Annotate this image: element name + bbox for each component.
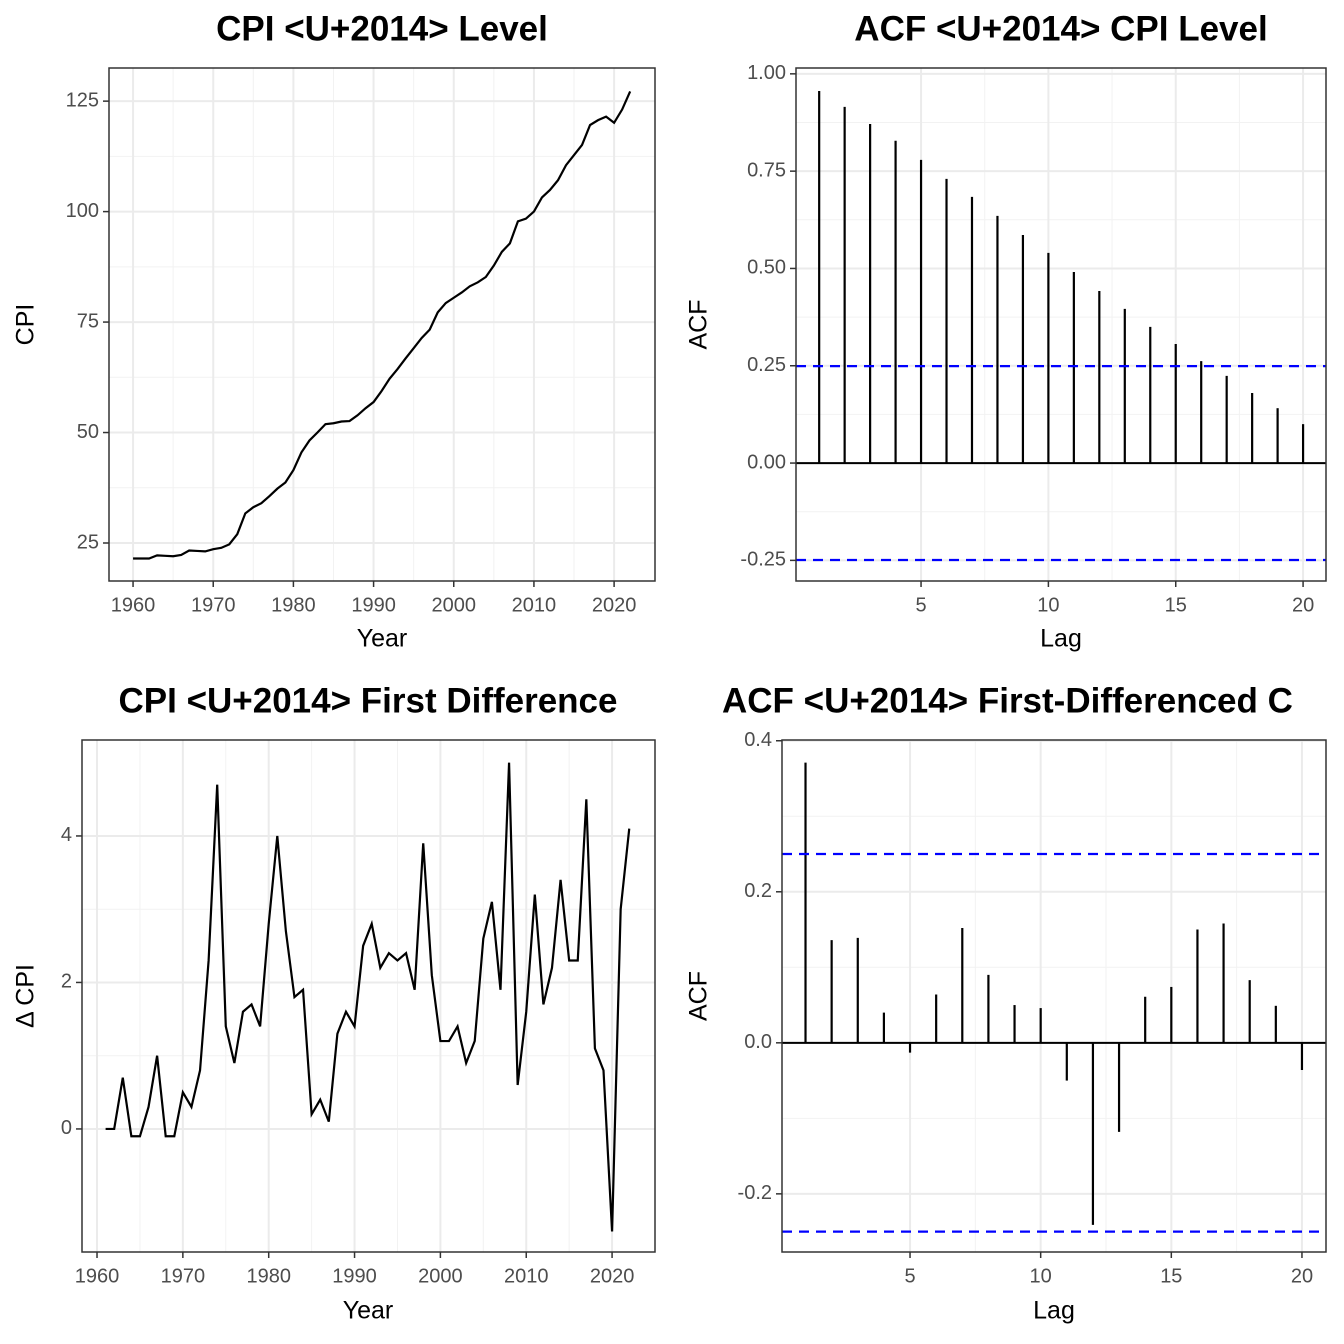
y-tick-label: 0.0 <box>744 1031 772 1053</box>
panel-background <box>82 740 655 1252</box>
y-tick-label: 50 <box>77 421 99 443</box>
x-tick-label: 15 <box>1165 594 1187 616</box>
x-tick-label: 20 <box>1292 594 1314 616</box>
chart-title: CPI <U+2014> First Difference <box>119 681 618 720</box>
y-tick-label: 75 <box>77 310 99 332</box>
y-tick-label: 100 <box>66 200 99 222</box>
x-tick-label: 20 <box>1291 1265 1313 1287</box>
x-tick-label: 1980 <box>246 1265 291 1287</box>
x-tick-label: 10 <box>1037 594 1059 616</box>
y-tick-label: 0.2 <box>744 880 772 902</box>
x-axis-title: Year <box>343 1297 394 1325</box>
chart-title: CPI <U+2014> Level <box>216 9 548 48</box>
y-tick-label: 2 <box>61 971 72 993</box>
y-tick-label: 0.50 <box>747 257 786 279</box>
y-tick-label: 0 <box>61 1117 72 1139</box>
x-tick-label: 1970 <box>191 594 236 616</box>
chart-title: ACF <U+2014> First-Differenced C <box>722 681 1293 720</box>
chart-title: ACF <U+2014> CPI Level <box>854 9 1267 48</box>
x-tick-label: 2000 <box>432 594 477 616</box>
y-axis-title: Δ CPI <box>12 964 40 1028</box>
y-tick-label: 1.00 <box>747 62 786 84</box>
x-axis-title: Year <box>357 625 408 653</box>
x-tick-label: 2000 <box>418 1265 463 1287</box>
x-tick-label: 2020 <box>592 594 637 616</box>
y-tick-label: 0.75 <box>747 159 786 181</box>
x-axis-title: Lag <box>1040 625 1082 653</box>
x-tick-label: 5 <box>915 594 926 616</box>
x-tick-label: 1990 <box>332 1265 377 1287</box>
panel-border <box>795 67 1327 582</box>
y-tick-label: 0.25 <box>747 354 786 376</box>
y-tick-label: -0.25 <box>740 549 786 571</box>
x-tick-label: 2020 <box>590 1265 635 1287</box>
data-line <box>105 762 631 1232</box>
x-tick-label: 1960 <box>111 594 156 616</box>
panel-border <box>108 67 656 582</box>
y-tick-label: 4 <box>61 824 72 846</box>
y-tick-label: 0.00 <box>747 451 786 473</box>
x-tick-label: 5 <box>904 1265 915 1287</box>
y-tick-label: 25 <box>77 531 99 553</box>
y-tick-label: 125 <box>66 89 99 111</box>
x-tick-label: 1980 <box>271 594 316 616</box>
y-axis-title: ACF <box>685 300 713 350</box>
y-tick-label: -0.2 <box>738 1182 772 1204</box>
y-axis-title: CPI <box>12 304 40 346</box>
panel-background <box>796 68 1326 581</box>
x-tick-label: 1960 <box>75 1265 120 1287</box>
panel-background <box>109 68 655 581</box>
panel-border <box>81 739 656 1253</box>
x-tick-label: 2010 <box>512 594 557 616</box>
x-tick-label: 1970 <box>161 1265 206 1287</box>
x-tick-label: 10 <box>1030 1265 1052 1287</box>
x-tick-label: 2010 <box>504 1265 549 1287</box>
panel-border <box>781 739 1327 1253</box>
x-axis-title: Lag <box>1033 1297 1075 1325</box>
data-line <box>133 90 632 560</box>
y-axis-title: ACF <box>685 971 713 1021</box>
y-tick-label: 0.4 <box>744 729 772 751</box>
x-tick-label: 15 <box>1160 1265 1182 1287</box>
x-tick-label: 1990 <box>351 594 396 616</box>
panel-background <box>782 740 1326 1252</box>
